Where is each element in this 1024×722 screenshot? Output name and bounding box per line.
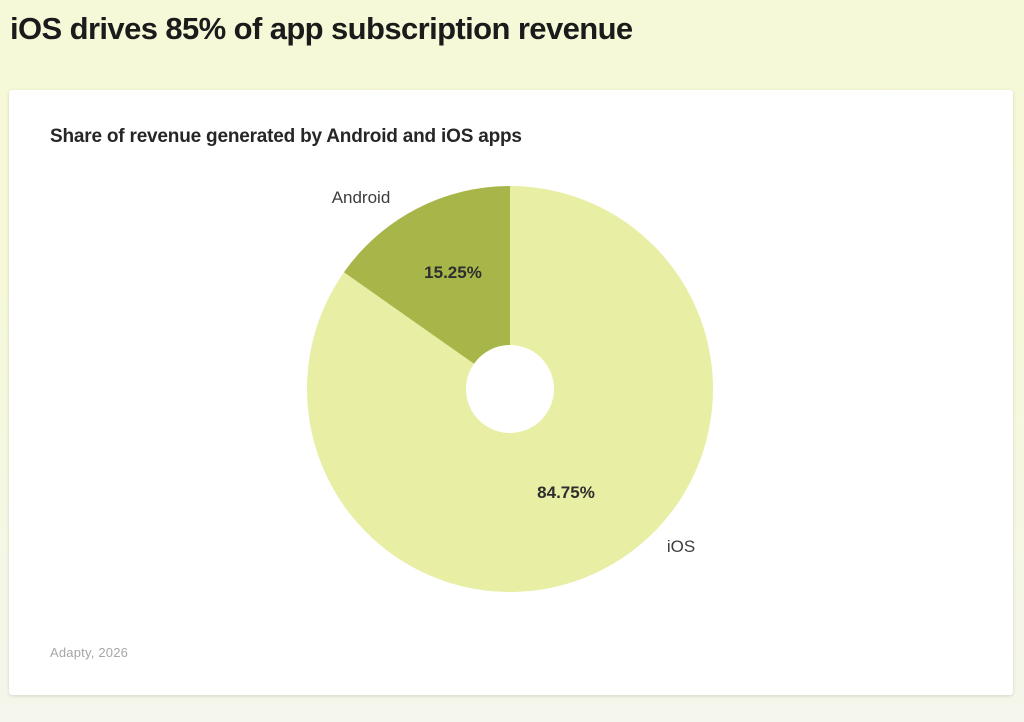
source-note: Adapty, 2026 [50,645,129,660]
slice-name-label-android: Android [332,188,391,207]
pie-slice-android [343,186,510,364]
slice-name-label-ios: iOS [667,537,695,556]
page-headline: iOS drives 85% of app subscription reven… [10,11,633,46]
chart-title: Share of revenue generated by Android an… [50,126,522,147]
chart-card: Share of revenue generated by Android an… [9,90,1013,695]
slice-value-label-ios: 84.75% [537,483,595,502]
pie-slice-ios [307,186,714,592]
donut-chart: 84.75% iOS 15.25% Android [307,186,714,592]
slice-value-label-android: 15.25% [424,263,482,282]
